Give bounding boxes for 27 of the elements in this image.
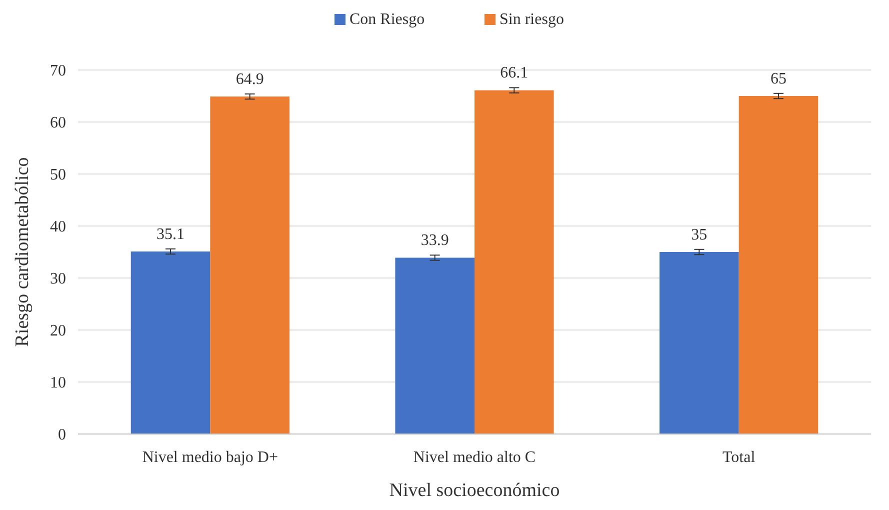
bar: [130, 251, 210, 434]
data-label: 66.1: [500, 64, 528, 82]
bar: [738, 96, 818, 434]
y-tick-label: 0: [58, 426, 66, 444]
y-tick-label: 10: [50, 374, 66, 392]
x-tick-label: Total: [722, 449, 756, 466]
y-tick-label: 30: [50, 270, 66, 288]
x-tick-label: Nivel medio alto C: [413, 449, 536, 466]
data-label: 33.9: [420, 232, 449, 250]
y-tick-label: 50: [50, 166, 66, 184]
x-axis-title: Nivel socioeconómico: [389, 480, 560, 501]
data-label: 65: [770, 70, 786, 88]
legend-label: Con Riesgo: [350, 11, 425, 28]
data-label: 64.9: [236, 70, 264, 88]
bar: [395, 258, 474, 434]
y-axis-title: Riesgo cardiometabólico: [12, 157, 33, 347]
x-tick-label: Nivel medio bajo D+: [142, 449, 278, 466]
y-tick-label: 70: [50, 62, 66, 80]
bar: [210, 96, 290, 434]
data-label: 35: [691, 226, 708, 244]
y-tick-label: 40: [50, 218, 66, 236]
bar: [474, 90, 554, 434]
data-label: 35.1: [156, 226, 185, 243]
y-tick-label: 60: [50, 114, 66, 132]
legend-label: Sin riesgo: [500, 11, 564, 28]
y-tick-label: 20: [50, 322, 66, 340]
bar: [660, 252, 739, 434]
